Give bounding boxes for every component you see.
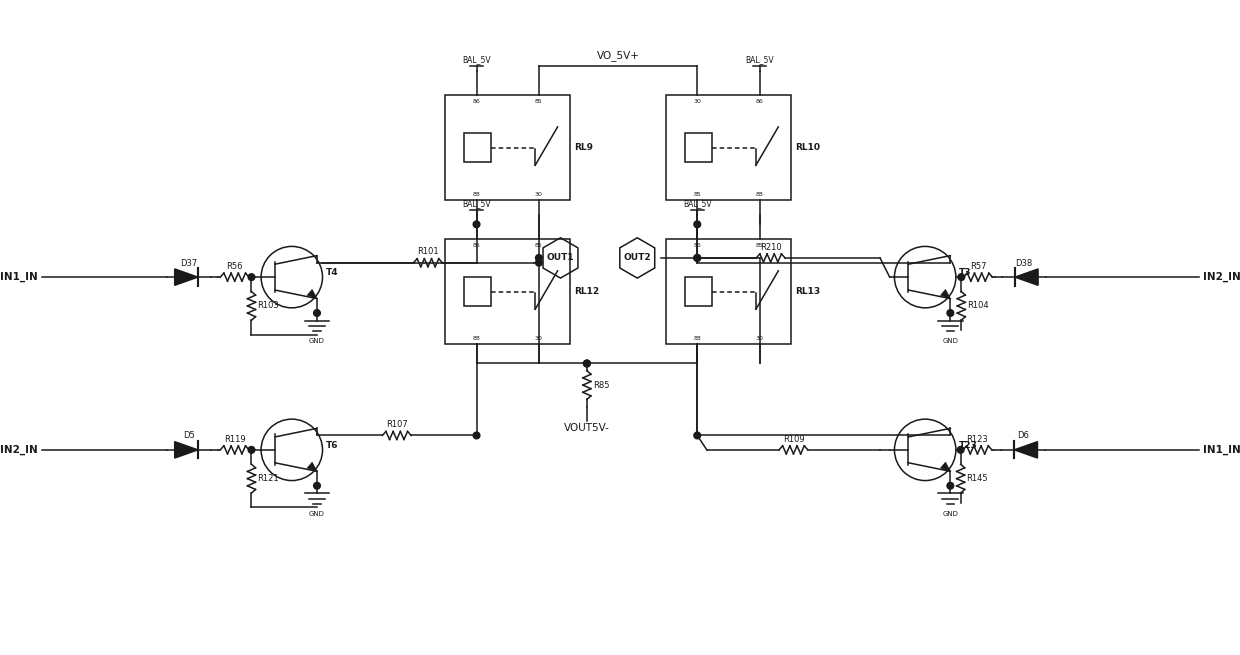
Text: R121: R121: [257, 474, 279, 483]
Text: R109: R109: [782, 435, 805, 443]
Text: IN1_IN: IN1_IN: [0, 272, 37, 282]
Polygon shape: [308, 290, 317, 299]
Text: VOUT5V-: VOUT5V-: [564, 423, 610, 433]
Bar: [445, 95, 570, 200]
Text: BAL_5V: BAL_5V: [463, 55, 491, 64]
Text: GND: GND: [309, 338, 325, 344]
Polygon shape: [1014, 441, 1038, 458]
Text: 88: 88: [755, 193, 764, 197]
Circle shape: [694, 432, 701, 439]
Text: R107: R107: [386, 421, 408, 429]
Bar: [445, 238, 570, 345]
Text: IN2_IN: IN2_IN: [1204, 272, 1240, 282]
Text: R101: R101: [417, 248, 439, 257]
Circle shape: [694, 255, 701, 261]
Text: 86: 86: [693, 242, 701, 248]
Polygon shape: [941, 462, 950, 472]
Circle shape: [947, 482, 954, 489]
Text: 85: 85: [755, 242, 764, 248]
Text: RL12: RL12: [574, 287, 599, 296]
Circle shape: [474, 221, 480, 228]
Circle shape: [536, 255, 542, 261]
Bar: [684, 133, 712, 162]
Text: 85: 85: [693, 193, 701, 197]
Polygon shape: [941, 290, 950, 299]
Bar: [464, 276, 491, 307]
Text: RL9: RL9: [574, 143, 593, 152]
Text: T3: T3: [959, 268, 971, 277]
Circle shape: [584, 360, 590, 367]
Text: BAL_5V: BAL_5V: [683, 199, 712, 208]
Text: VO_5V+: VO_5V+: [596, 50, 640, 61]
Text: R103: R103: [257, 301, 279, 310]
Text: 88: 88: [693, 337, 701, 341]
Text: 30: 30: [534, 193, 543, 197]
Circle shape: [536, 259, 542, 266]
Circle shape: [584, 360, 590, 367]
Circle shape: [248, 447, 255, 453]
Text: 30: 30: [534, 337, 543, 341]
Text: 86: 86: [472, 99, 480, 103]
Text: 30: 30: [693, 99, 701, 103]
Text: BAL_5V: BAL_5V: [463, 199, 491, 208]
Polygon shape: [308, 462, 317, 472]
Text: R145: R145: [966, 474, 988, 483]
Text: 85: 85: [534, 242, 543, 248]
Text: R104: R104: [967, 301, 988, 310]
Text: RL10: RL10: [795, 143, 820, 152]
Circle shape: [959, 274, 965, 280]
Text: 88: 88: [472, 337, 480, 341]
Text: GND: GND: [942, 338, 959, 344]
Circle shape: [947, 310, 954, 316]
Circle shape: [694, 255, 701, 261]
Text: R85: R85: [593, 381, 609, 390]
Text: R56: R56: [227, 262, 243, 271]
Text: GND: GND: [942, 511, 959, 517]
Text: GND: GND: [309, 511, 325, 517]
Bar: [666, 238, 791, 345]
Polygon shape: [175, 269, 197, 286]
Text: RL13: RL13: [795, 287, 820, 296]
Text: BAL_5V: BAL_5V: [745, 55, 774, 64]
Text: IN1_IN: IN1_IN: [1204, 445, 1240, 455]
Bar: [684, 276, 712, 307]
Text: R119: R119: [224, 435, 246, 443]
Text: OUT2: OUT2: [624, 253, 651, 263]
Circle shape: [314, 310, 320, 316]
Text: T6: T6: [325, 441, 337, 449]
Text: 30: 30: [755, 337, 764, 341]
Circle shape: [248, 274, 255, 280]
Polygon shape: [1016, 269, 1038, 286]
Text: D5: D5: [184, 431, 195, 440]
Text: R123: R123: [967, 435, 988, 443]
Text: 86: 86: [755, 99, 764, 103]
Circle shape: [694, 221, 701, 228]
Text: R210: R210: [760, 243, 781, 252]
Circle shape: [314, 482, 320, 489]
Text: IN2_IN: IN2_IN: [0, 445, 37, 455]
Text: 85: 85: [534, 99, 543, 103]
Text: OUT1: OUT1: [547, 253, 574, 263]
Circle shape: [474, 432, 480, 439]
Text: D38: D38: [1016, 259, 1032, 267]
Polygon shape: [175, 441, 197, 458]
Text: T4: T4: [325, 268, 339, 277]
Bar: [666, 95, 791, 200]
Text: 88: 88: [472, 193, 480, 197]
Bar: [464, 133, 491, 162]
Circle shape: [957, 447, 963, 453]
Text: D6: D6: [1017, 431, 1029, 440]
Text: 86: 86: [472, 242, 480, 248]
Text: T23: T23: [959, 441, 977, 449]
Text: R57: R57: [970, 262, 986, 271]
Text: D37: D37: [181, 259, 197, 267]
